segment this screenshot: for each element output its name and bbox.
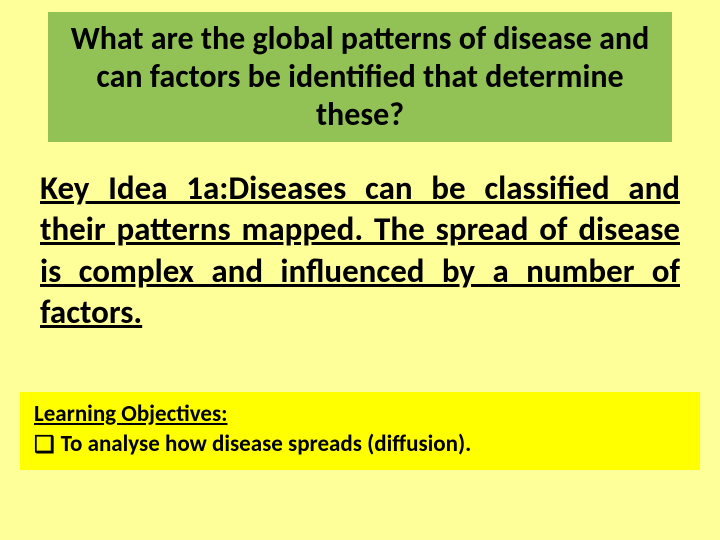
slide-title: What are the global patterns of disease … [68,20,652,133]
title-box: What are the global patterns of disease … [48,12,672,142]
key-idea-box: Key Idea 1a:Diseases can be classified a… [40,168,680,333]
key-idea-text: Key Idea 1a:Diseases can be classified a… [40,168,680,333]
objectives-item: ❑ To analyse how disease spreads (diffus… [34,430,686,460]
objectives-item-text: To analyse how disease spreads (diffusio… [61,430,472,460]
objectives-box: Learning Objectives: ❑ To analyse how di… [20,392,700,470]
checkbox-bullet-icon: ❑ [34,430,55,460]
objectives-heading: Learning Objectives: [34,400,686,430]
